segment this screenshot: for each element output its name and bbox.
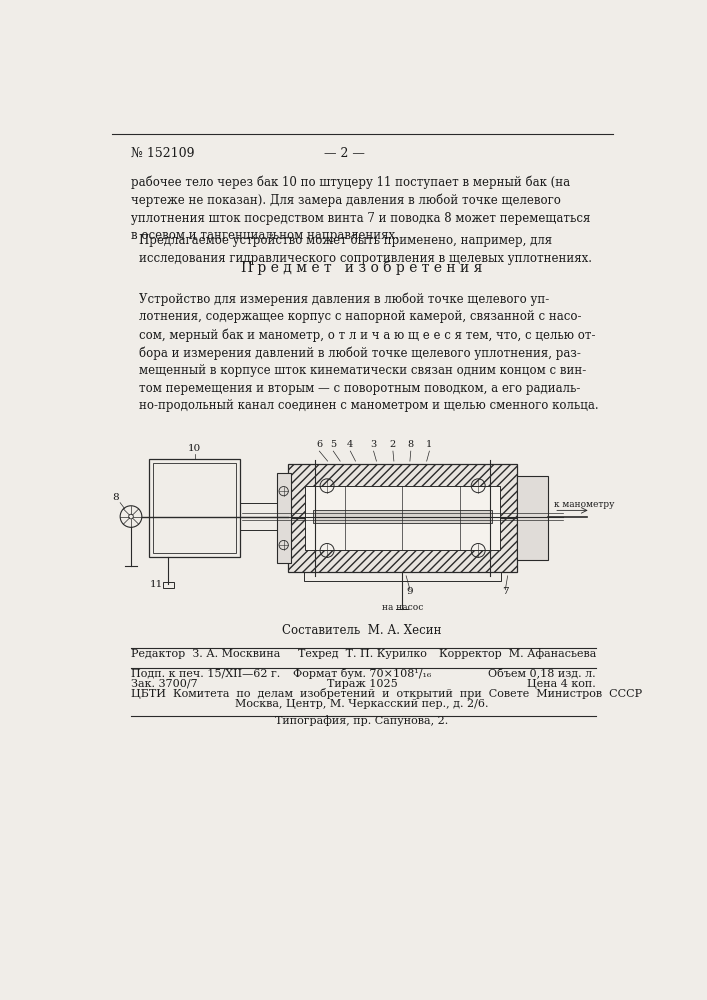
Bar	[153, 463, 235, 553]
Text: к манометру: к манометру	[554, 500, 614, 509]
Text: П р е д м е т   и з о б р е т е н и я: П р е д м е т и з о б р е т е н и я	[241, 260, 483, 275]
Text: 5: 5	[330, 440, 337, 449]
Text: 3: 3	[370, 440, 377, 449]
Text: 7: 7	[502, 587, 508, 596]
Bar	[149, 459, 240, 557]
Bar	[305, 486, 500, 550]
Text: — 2 —: — 2 —	[324, 147, 365, 160]
Text: Москва, Центр, М. Черкасский пер., д. 2/6.: Москва, Центр, М. Черкасский пер., д. 2/…	[235, 699, 489, 709]
Text: Объем 0,18 изд. л.: Объем 0,18 изд. л.	[489, 668, 596, 679]
Text: 6: 6	[316, 440, 322, 449]
Text: 9: 9	[407, 587, 414, 596]
Bar	[163, 582, 174, 588]
Bar	[304, 572, 501, 581]
Text: Подп. к печ. 15/XII—62 г.: Подп. к печ. 15/XII—62 г.	[131, 669, 280, 679]
Text: № 152109: № 152109	[131, 147, 194, 160]
Bar	[517, 476, 548, 560]
Text: Редактор  З. А. Москвина: Редактор З. А. Москвина	[131, 649, 281, 659]
Text: Типография, пр. Сапунова, 2.: Типография, пр. Сапунова, 2.	[275, 716, 448, 726]
Text: Составитель  М. А. Хесин: Составитель М. А. Хесин	[282, 624, 442, 637]
Bar	[288, 464, 517, 518]
Text: ЦБТИ  Комитета  по  делам  изобретений  и  открытий  при  Совете  Министров  ССС: ЦБТИ Комитета по делам изобретений и отк…	[131, 688, 642, 699]
Text: Техред  Т. П. Курилко: Техред Т. П. Курилко	[298, 649, 426, 659]
Bar	[313, 510, 492, 523]
Text: рабочее тело через бак 10 по штуцеру 11 поступает в мерный бак (на
чертеже не по: рабочее тело через бак 10 по штуцеру 11 …	[131, 175, 590, 242]
Bar	[276, 473, 291, 563]
Text: Формат бум. 70×108¹/₁₆: Формат бум. 70×108¹/₁₆	[293, 668, 431, 679]
Text: Цена 4 коп.: Цена 4 коп.	[527, 679, 596, 689]
Text: 10: 10	[188, 444, 201, 453]
Text: Корректор  М. Афанасьева: Корректор М. Афанасьева	[438, 649, 596, 659]
Text: Устройство для измерения давления в любой точке щелевого уп-
лотнения, содержаще: Устройство для измерения давления в любо…	[139, 292, 598, 412]
Text: Тираж 1025: Тираж 1025	[327, 679, 397, 689]
Text: на насос: на насос	[382, 603, 423, 612]
Bar	[240, 503, 283, 530]
Text: Зак. 3700/7: Зак. 3700/7	[131, 679, 198, 689]
Text: Предлагаемое устройство может быть применено, например, для
исследования гидравл: Предлагаемое устройство может быть приме…	[139, 234, 592, 265]
Text: 8: 8	[112, 493, 119, 502]
Text: 8: 8	[408, 440, 414, 449]
Text: 2: 2	[390, 440, 396, 449]
Bar	[288, 518, 517, 572]
Text: 4: 4	[347, 440, 354, 449]
Text: 11: 11	[150, 580, 163, 589]
Text: 1: 1	[426, 440, 433, 449]
